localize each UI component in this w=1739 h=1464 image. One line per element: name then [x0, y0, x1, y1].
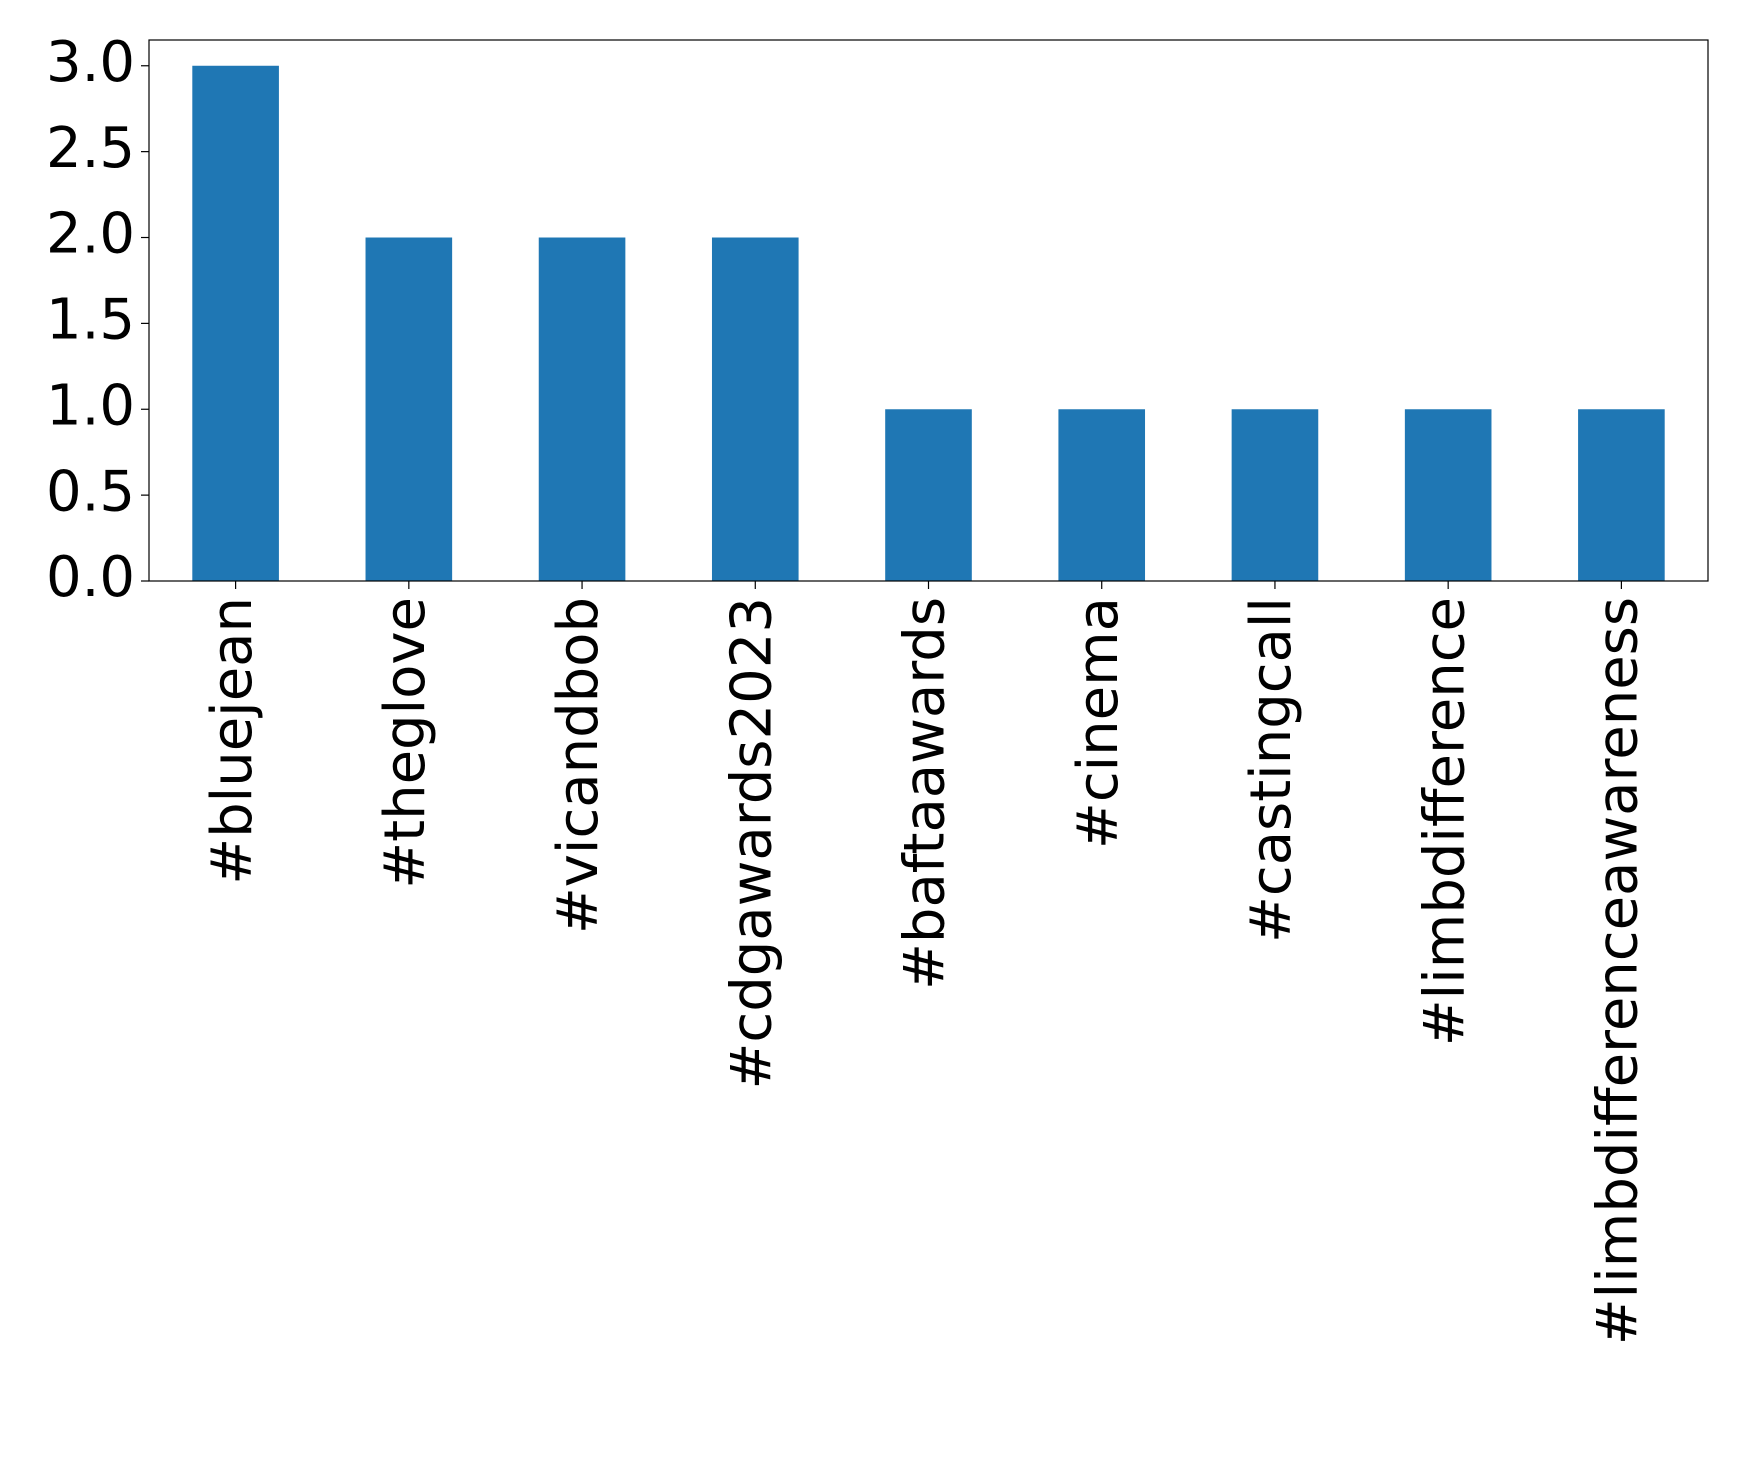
bar	[1404, 409, 1492, 581]
x-tick-label: #limbdifference	[1412, 597, 1477, 1046]
bar	[1058, 409, 1146, 581]
x-tick-label: #theglove	[373, 597, 438, 889]
y-tick-label: 2.0	[46, 202, 135, 267]
bar	[885, 409, 972, 581]
plot-frame	[148, 39, 1709, 582]
y-tick-label: 2.5	[46, 116, 135, 181]
x-tick-label: #cdgawards2023	[719, 597, 784, 1090]
x-tick-label: #limbdifferenceawareness	[1586, 597, 1651, 1345]
bar	[1231, 409, 1319, 581]
x-tick-label: #bluejean	[200, 597, 265, 885]
x-tick-label: #baftaawards	[893, 597, 958, 990]
x-tick-label: #vicandbob	[546, 597, 611, 934]
bar	[711, 237, 799, 581]
y-tick-label: 1.0	[46, 373, 135, 438]
y-tick-label: 1.5	[46, 288, 135, 353]
bar	[538, 237, 626, 581]
bar	[192, 65, 279, 581]
bar	[1578, 409, 1665, 581]
y-tick-label: 0.5	[46, 459, 135, 524]
x-tick-label: #castingcall	[1239, 597, 1304, 943]
x-tick-label: #cinema	[1066, 597, 1131, 849]
bar	[365, 237, 453, 581]
y-tick-label: 0.0	[46, 545, 135, 610]
y-tick-label: 3.0	[46, 30, 135, 95]
